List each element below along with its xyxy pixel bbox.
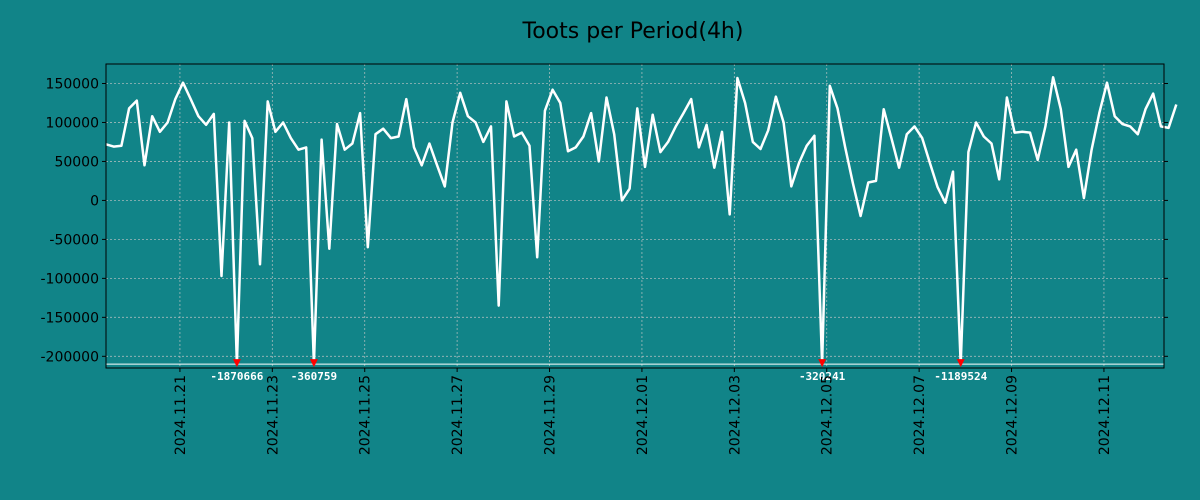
series-line [105, 76, 1178, 366]
clip-label-1: -360759 [291, 370, 337, 383]
y-tick-label-7: -200000 [41, 349, 100, 365]
plot-area: -1870666 -360759 -320241 -1189524 150000 1000… [41, 63, 1178, 455]
x-tick-label-4: 2024.11.29 [543, 375, 559, 455]
x-tick-label-5: 2024.12.01 [635, 375, 651, 455]
x-tick-label-8: 2024.12.07 [912, 375, 928, 455]
plot-frame [105, 63, 1165, 369]
clip-label-3: -1189524 [934, 370, 987, 383]
x-tick-label-9: 2024.12.09 [1005, 375, 1021, 455]
y-tick-label-0: 150000 [46, 76, 99, 92]
clip-marker-2 [818, 359, 827, 368]
x-tick-label-2: 2024.11.25 [358, 375, 374, 455]
y-tick-label-3: 0 [90, 193, 99, 209]
x-tick-label-6: 2024.12.03 [727, 375, 743, 455]
x-tick-label-7: 2024.12.05 [820, 375, 836, 455]
chart-title: Toots per Period(4h) [522, 19, 744, 44]
x-tick-label-3: 2024.11.27 [450, 375, 466, 455]
y-tick-label-1: 100000 [46, 115, 99, 131]
clip-marker-0 [232, 359, 241, 368]
y-tick-label-4: -50000 [49, 232, 99, 248]
y-tick-label-5: -100000 [41, 271, 100, 287]
x-tick-label-1: 2024.11.23 [265, 375, 281, 455]
clip-label-2: -320241 [799, 370, 846, 383]
y-tick-label-6: -150000 [41, 310, 100, 326]
clip-label-0: -1870666 [210, 370, 263, 383]
x-tick-label-0: 2024.11.21 [173, 375, 189, 455]
clip-marker-3 [956, 359, 965, 368]
x-tick-label-10: 2024.12.11 [1097, 375, 1113, 455]
clip-marker-1 [309, 359, 318, 368]
y-tick-label-2: 50000 [54, 154, 99, 170]
